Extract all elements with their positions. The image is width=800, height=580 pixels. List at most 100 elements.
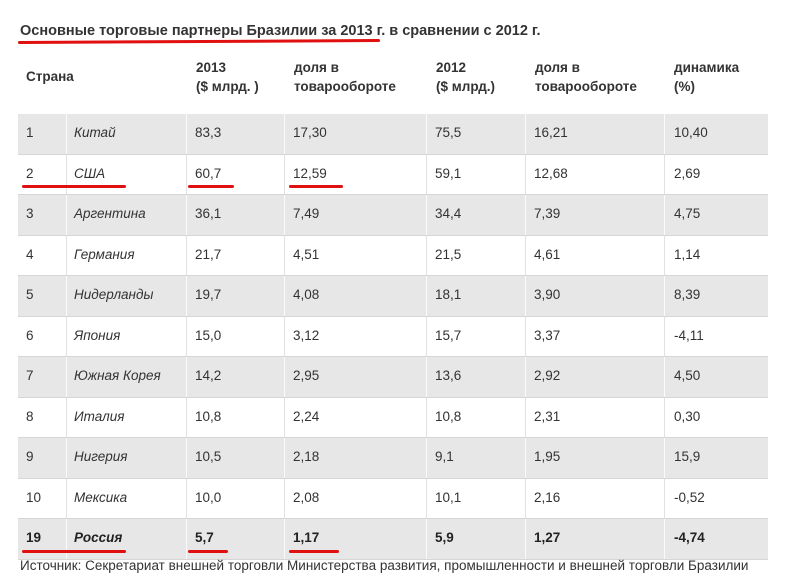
country-cell: Япония — [74, 327, 121, 343]
dynamics-cell: 10,40 — [674, 125, 708, 140]
share-2013-cell: 17,30 — [293, 125, 327, 140]
column-divider — [426, 114, 427, 155]
table-row: 3 Аргентина 36,1 7,49 34,4 7,39 4,75 — [18, 195, 768, 236]
dynamics-cell: 4,50 — [674, 368, 701, 383]
dynamics-cell: 15,9 — [674, 449, 701, 464]
table-row: 6 Япония 15,0 3,12 15,7 3,37 -4,11 — [18, 316, 768, 357]
column-divider — [66, 357, 67, 398]
column-divider — [525, 397, 526, 438]
row-divider — [18, 477, 768, 479]
column-divider — [525, 154, 526, 195]
column-divider — [66, 519, 67, 560]
column-divider — [186, 438, 187, 479]
column-divider — [664, 397, 665, 438]
value-2012-cell: 18,1 — [435, 287, 462, 302]
column-divider — [664, 438, 665, 479]
value-2012-cell: 10,1 — [435, 489, 462, 505]
column-divider — [525, 438, 526, 479]
share-2012-cell: 1,27 — [534, 530, 561, 545]
column-divider — [66, 478, 67, 519]
rank-cell: 19 — [26, 530, 42, 545]
table-row: 10 Мексика 10,0 2,08 10,1 2,16 -0,52 — [18, 478, 768, 519]
column-divider — [426, 397, 427, 438]
dynamics-cell: 4,75 — [674, 206, 701, 221]
column-divider — [66, 316, 67, 357]
header-share-2012-line2: товарообороте — [535, 79, 637, 94]
table-row: 8 Италия 10,8 2,24 10,8 2,31 0,30 — [18, 397, 768, 438]
header-2012-line1: 2012 — [436, 60, 467, 75]
share-2013-cell: 4,08 — [293, 287, 320, 302]
header-share-2013: доля в товарообороте — [294, 58, 396, 96]
header-dynamics: динамика (%) — [674, 58, 739, 96]
row-divider — [18, 234, 768, 236]
column-divider — [186, 478, 187, 519]
share-2012-cell: 2,92 — [534, 368, 561, 383]
share-2012-cell: 3,90 — [534, 287, 561, 302]
column-divider — [284, 438, 285, 479]
dynamics-cell: -4,11 — [674, 327, 704, 343]
header-2013: 2013 ($ млрд. ) — [196, 58, 259, 96]
column-divider — [284, 357, 285, 398]
country-cell: Аргентина — [74, 206, 146, 221]
highlight-underline — [188, 550, 228, 553]
value-2012-cell: 34,4 — [435, 206, 462, 221]
row-divider — [18, 153, 768, 155]
column-divider — [186, 316, 187, 357]
column-divider — [66, 114, 67, 155]
country-cell: Южная Корея — [74, 368, 161, 383]
highlight-underline — [188, 184, 234, 188]
column-divider — [186, 357, 187, 398]
rank-cell: 1 — [26, 125, 34, 140]
dynamics-cell: 0,30 — [674, 408, 701, 424]
header-share-2013-line1: доля в — [294, 60, 339, 75]
column-divider — [664, 154, 665, 195]
value-2012-cell: 10,8 — [435, 408, 462, 424]
column-divider — [284, 276, 285, 317]
value-2012-cell: 5,9 — [435, 530, 454, 545]
table-row: 5 Нидерланды 19,7 4,08 18,1 3,90 8,39 — [18, 276, 768, 317]
country-cell: Мексика — [74, 489, 128, 505]
rank-cell: 5 — [26, 287, 34, 302]
table-row: 9 Нигерия 10,5 2,18 9,1 1,95 15,9 — [18, 438, 768, 479]
share-2013-cell: 4,51 — [293, 246, 320, 262]
share-2012-cell: 1,95 — [534, 449, 561, 464]
column-divider — [664, 276, 665, 317]
value-2012-cell: 59,1 — [435, 165, 462, 181]
value-2013-cell: 10,8 — [195, 408, 222, 424]
dynamics-cell: 8,39 — [674, 287, 701, 302]
dynamics-cell: -4,74 — [674, 530, 705, 545]
share-2013-cell: 2,24 — [293, 408, 320, 424]
column-divider — [426, 316, 427, 357]
value-2012-cell: 21,5 — [435, 246, 462, 262]
value-2013-cell: 14,2 — [195, 368, 222, 383]
column-divider — [284, 478, 285, 519]
header-dynamics-line1: динамика — [674, 60, 740, 75]
rank-cell: 7 — [26, 368, 34, 383]
trade-partners-table: 1 Китай 83,3 17,30 75,5 16,21 10,40 2 США 60,7 12,… — [18, 114, 768, 560]
share-2013-cell: 12,59 — [293, 165, 327, 181]
header-share-2013-line2: товарообороте — [294, 79, 396, 94]
value-2013-cell: 36,1 — [195, 206, 222, 221]
column-divider — [186, 195, 187, 236]
column-divider — [66, 276, 67, 317]
column-divider — [525, 114, 526, 155]
share-2013-cell: 2,08 — [293, 489, 320, 505]
value-2013-cell: 10,0 — [195, 489, 222, 505]
country-cell: Италия — [74, 408, 125, 424]
column-divider — [284, 519, 285, 560]
share-2013-cell: 1,17 — [293, 530, 320, 545]
rank-cell: 8 — [26, 408, 34, 424]
column-divider — [525, 478, 526, 519]
share-2012-cell: 12,68 — [534, 165, 568, 181]
row-divider — [18, 559, 768, 560]
country-cell: Нигерия — [74, 449, 128, 464]
value-2013-cell: 21,7 — [195, 246, 222, 262]
share-2012-cell: 7,39 — [534, 206, 561, 221]
share-2012-cell: 2,16 — [534, 489, 561, 505]
column-divider — [426, 478, 427, 519]
column-divider — [66, 235, 67, 276]
row-divider — [18, 275, 768, 276]
rank-cell: 2 — [26, 165, 34, 181]
column-divider — [66, 438, 67, 479]
share-2012-cell: 3,37 — [534, 327, 561, 343]
